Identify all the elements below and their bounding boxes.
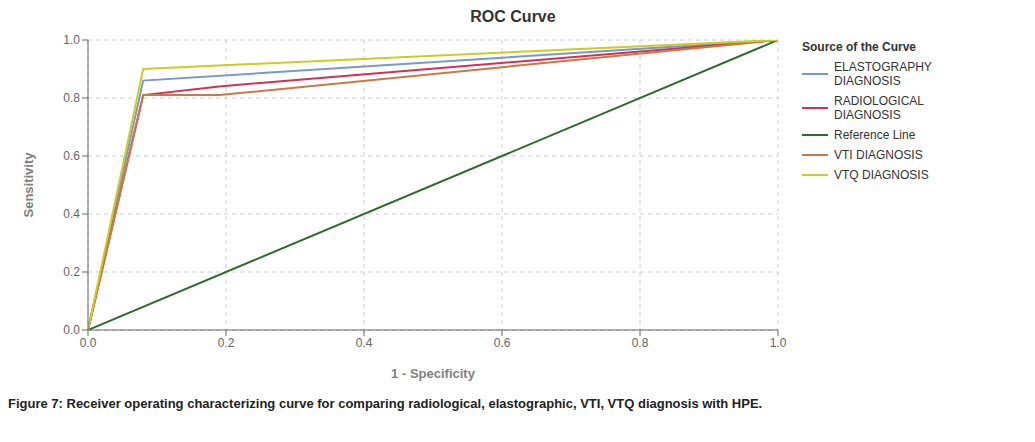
html-text:ELASTOGRAPHY: ELASTOGRAPHY	[834, 60, 932, 74]
html-text:VTQ DIAGNOSIS: VTQ DIAGNOSIS	[834, 168, 929, 182]
html-text:DIAGNOSIS: DIAGNOSIS	[834, 74, 901, 88]
svg-text:0.8: 0.8	[632, 336, 649, 350]
html-text:VTI DIAGNOSIS: VTI DIAGNOSIS	[834, 148, 923, 162]
html-text:ROC Curve: ROC Curve	[470, 8, 556, 25]
svg-text:0.6: 0.6	[494, 336, 511, 350]
html-text:DIAGNOSIS: DIAGNOSIS	[834, 108, 901, 122]
svg-text:0.0: 0.0	[80, 336, 97, 350]
svg-text:0.2: 0.2	[218, 336, 235, 350]
svg-text:0.4: 0.4	[63, 207, 80, 221]
svg-text:0.6: 0.6	[63, 149, 80, 163]
svg-text:Sensitivity: Sensitivity	[21, 152, 36, 218]
svg-text:0.0: 0.0	[63, 323, 80, 337]
svg-text:1 - Specificity: 1 - Specificity	[391, 366, 476, 381]
html-text:Reference Line: Reference Line	[834, 128, 916, 142]
html-text:Figure 7: Receiver operating c: Figure 7: Receiver operating characteriz…	[8, 396, 763, 411]
svg-text:1.0: 1.0	[770, 336, 787, 350]
html-text:Source of the Curve: Source of the Curve	[802, 40, 916, 54]
svg-text:0.8: 0.8	[63, 91, 80, 105]
svg-text:0.2: 0.2	[63, 265, 80, 279]
html-text:RADIOLOGICAL: RADIOLOGICAL	[834, 94, 924, 108]
svg-text:1.0: 1.0	[63, 33, 80, 47]
svg-text:0.4: 0.4	[356, 336, 373, 350]
